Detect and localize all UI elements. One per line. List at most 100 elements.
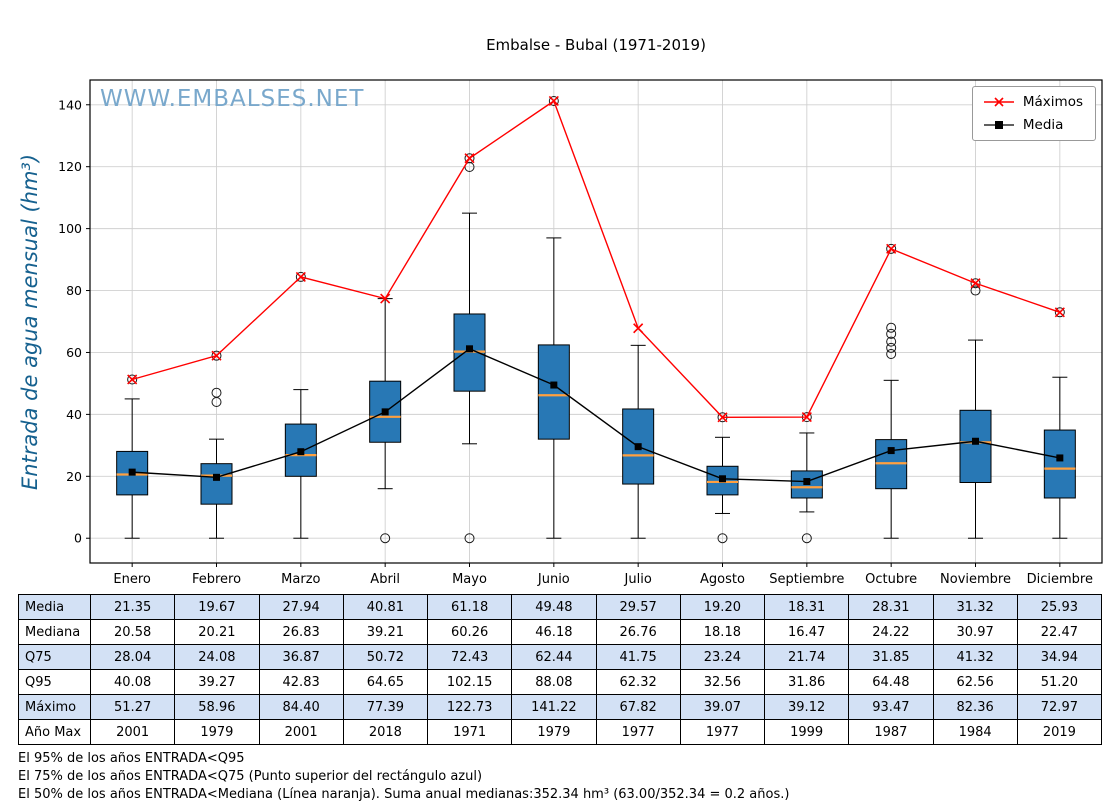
table-cell: 67.82 <box>595 694 681 720</box>
chart-title: Embalse - Bubal (1971-2019) <box>486 36 706 54</box>
svg-text:120: 120 <box>58 159 82 174</box>
table-cell: 102.15 <box>426 669 513 695</box>
table-row-año-max: Año Max 2001 1979 2001 2018 1971 1979 1977 1977 1… <box>18 719 1103 745</box>
table-cell: 64.48 <box>848 669 934 695</box>
svg-text:140: 140 <box>58 97 82 112</box>
table-row-q95: Q95 40.08 39.27 42.83 64.65 102.15 88.08 62.32 3… <box>18 669 1103 695</box>
table-cell: 24.22 <box>848 619 934 645</box>
svg-text:Diciembre: Diciembre <box>1027 572 1093 587</box>
table-cell: 36.87 <box>258 644 344 670</box>
table-cell: 1971 <box>426 719 513 745</box>
svg-text:Noviembre: Noviembre <box>940 572 1011 587</box>
table-cell: 25.93 <box>1016 594 1103 620</box>
table-cell: 62.32 <box>595 669 681 695</box>
table-row-label: Q75 <box>18 644 91 670</box>
svg-text:0: 0 <box>74 531 82 546</box>
table-cell: 18.31 <box>763 594 850 620</box>
table-cell: 41.32 <box>932 644 1018 670</box>
table-cell: 24.08 <box>174 644 260 670</box>
svg-text:Febrero: Febrero <box>192 572 241 587</box>
legend-item-maximos: Máximos <box>983 94 1083 110</box>
table-cell: 1979 <box>511 719 597 745</box>
table-cell: 41.75 <box>595 644 681 670</box>
table-cell: 1979 <box>174 719 260 745</box>
table-row-label: Media <box>18 594 91 620</box>
table-cell: 2019 <box>1016 719 1103 745</box>
table-cell: 62.44 <box>511 644 597 670</box>
table-cell: 27.94 <box>258 594 344 620</box>
table-row-media: Media 21.35 19.67 27.94 40.81 61.18 49.48 29.57… <box>18 594 1103 620</box>
table-cell: 2001 <box>258 719 344 745</box>
table-row-mediana: Mediana 20.58 20.21 26.83 39.21 60.26 46.18 26.… <box>18 619 1103 645</box>
table-cell: 72.97 <box>1016 694 1103 720</box>
table-cell: 19.67 <box>174 594 260 620</box>
table-cell: 64.65 <box>342 669 429 695</box>
table-cell: 62.56 <box>932 669 1018 695</box>
legend: Máximos Media <box>971 86 1096 141</box>
gridlines <box>90 80 1102 563</box>
maximos-marker-icon <box>983 97 1014 107</box>
table-cell: 51.27 <box>89 694 176 720</box>
table-cell: 2018 <box>342 719 429 745</box>
svg-text:40: 40 <box>66 407 82 422</box>
table-row-máximo: Máximo 51.27 58.96 84.40 77.39 122.73 141.22 67… <box>18 694 1103 720</box>
table-cell: 21.35 <box>89 594 176 620</box>
table-cell: 22.47 <box>1016 619 1103 645</box>
table-cell: 39.07 <box>679 694 766 720</box>
table-cell: 21.74 <box>763 644 850 670</box>
watermark: WWW.EMBALSES.NET <box>100 86 365 112</box>
table-cell: 32.56 <box>679 669 766 695</box>
table-cell: 49.48 <box>511 594 597 620</box>
table-cell: 42.83 <box>258 669 344 695</box>
svg-text:Agosto: Agosto <box>700 572 745 587</box>
svg-text:Enero: Enero <box>113 572 151 587</box>
table-row-q75: Q75 28.04 24.08 36.87 50.72 72.43 62.44 41.75 23… <box>18 644 1103 670</box>
table-cell: 31.85 <box>848 644 934 670</box>
table-cell: 93.47 <box>848 694 934 720</box>
series-media <box>128 345 1064 486</box>
table-cell: 1984 <box>932 719 1018 745</box>
table-cell: 40.81 <box>342 594 429 620</box>
svg-text:Junio: Junio <box>537 572 570 587</box>
svg-text:20: 20 <box>66 469 82 484</box>
table-cell: 28.31 <box>848 594 934 620</box>
svg-text:Marzo: Marzo <box>281 572 320 587</box>
table-cell: 77.39 <box>342 694 429 720</box>
boxplot-chart: 0 20 40 60 80 100 120 140 Enero Febrero Marzo Abril… <box>58 79 1103 587</box>
table-row-label: Mediana <box>18 619 91 645</box>
svg-text:Octubre: Octubre <box>865 572 917 587</box>
table-cell: 58.96 <box>174 694 260 720</box>
table-row-label: Máximo <box>18 694 91 720</box>
y-axis-ticks: 0 20 40 60 80 100 120 140 <box>58 97 90 546</box>
svg-text:100: 100 <box>58 221 82 236</box>
legend-label-media: Media <box>1022 117 1064 133</box>
table-cell: 39.27 <box>174 669 260 695</box>
table-cell: 84.40 <box>258 694 344 720</box>
table-cell: 1999 <box>763 719 850 745</box>
table-cell: 31.32 <box>932 594 1018 620</box>
table-cell: 19.20 <box>679 594 766 620</box>
table-cell: 26.76 <box>595 619 681 645</box>
footnote-q95: El 95% de los años ENTRADA<Q95 <box>18 751 245 766</box>
table-cell: 18.18 <box>679 619 766 645</box>
legend-item-media: Media <box>983 117 1083 133</box>
table-cell: 46.18 <box>511 619 597 645</box>
table-cell: 1977 <box>679 719 766 745</box>
table-cell: 50.72 <box>342 644 429 670</box>
table-cell: 20.21 <box>174 619 260 645</box>
svg-text:Septiembre: Septiembre <box>769 572 844 587</box>
boxplot-boxes <box>116 95 1076 544</box>
table-cell: 34.94 <box>1016 644 1103 670</box>
table-cell: 20.58 <box>89 619 176 645</box>
table-cell: 26.83 <box>258 619 344 645</box>
svg-text:Mayo: Mayo <box>452 572 487 587</box>
table-cell: 1987 <box>848 719 934 745</box>
table-cell: 82.36 <box>932 694 1018 720</box>
svg-text:Julio: Julio <box>624 572 652 587</box>
table-cell: 39.12 <box>763 694 850 720</box>
plot-frame <box>89 79 1103 564</box>
table-row-label: Año Max <box>18 719 91 745</box>
statistics-table: Media 21.35 19.67 27.94 40.81 61.18 49.48 29.57… <box>18 594 1103 745</box>
table-cell: 16.47 <box>763 619 850 645</box>
